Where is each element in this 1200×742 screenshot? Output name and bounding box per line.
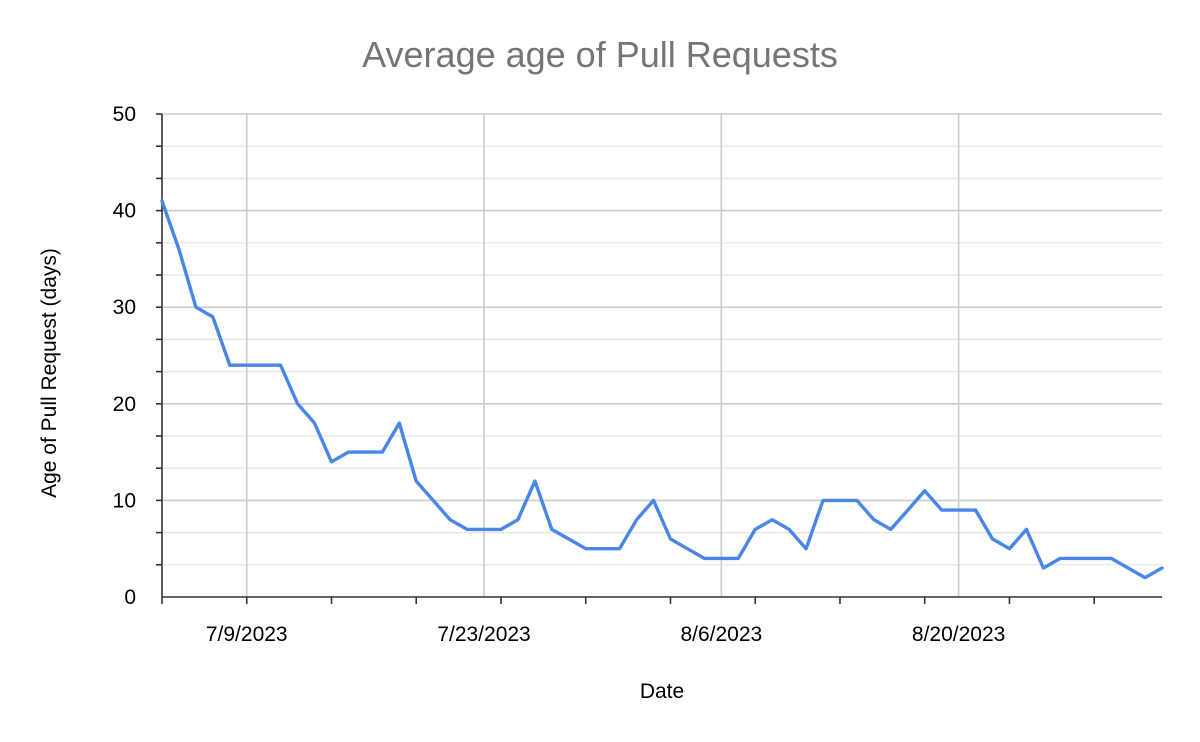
data-point [888, 526, 894, 532]
x-tick-label: 7/9/2023 [206, 623, 288, 646]
data-point [396, 420, 402, 426]
data-point [922, 488, 928, 494]
y-tick-label: 50 [113, 103, 136, 126]
x-tick-label: 8/6/2023 [680, 623, 762, 646]
data-point [1108, 555, 1114, 561]
data-point [481, 526, 487, 532]
y-axis-tick-labels: 0 10 20 30 40 50 [113, 103, 136, 609]
series-group [159, 198, 1165, 581]
data-point [345, 449, 351, 455]
data-point [328, 459, 334, 465]
data-point [193, 304, 199, 310]
data-point [176, 246, 182, 252]
data-point [684, 546, 690, 552]
data-point [362, 449, 368, 455]
data-point [515, 517, 521, 523]
data-point [651, 497, 657, 503]
y-tick-label: 30 [113, 296, 136, 319]
data-point [939, 507, 945, 513]
data-point [820, 497, 826, 503]
data-point [735, 555, 741, 561]
y-tick-label: 40 [113, 200, 136, 223]
data-point [447, 517, 453, 523]
data-point [295, 401, 301, 407]
data-point [667, 536, 673, 542]
data-point [718, 555, 724, 561]
data-point [532, 478, 538, 484]
data-point [854, 497, 860, 503]
x-tick-label: 7/23/2023 [437, 623, 530, 646]
data-point [549, 526, 555, 532]
data-point [752, 526, 758, 532]
data-point [227, 362, 233, 368]
data-point [871, 517, 877, 523]
data-point [600, 546, 606, 552]
data-point [1125, 565, 1131, 571]
data-point [312, 420, 318, 426]
y-tick-label: 10 [113, 489, 136, 512]
y-axis-title: Age of Pull Request (days) [38, 248, 61, 498]
x-axis-tick-labels: 7/9/2023 7/23/2023 8/6/2023 8/20/2023 [206, 623, 1005, 646]
data-point [1023, 526, 1029, 532]
data-point [244, 362, 250, 368]
data-point [634, 517, 640, 523]
data-point [990, 536, 996, 542]
data-point [1142, 575, 1148, 581]
data-point [159, 198, 165, 204]
data-point [1057, 555, 1063, 561]
data-point [956, 507, 962, 513]
data-point [973, 507, 979, 513]
data-point [210, 314, 216, 320]
data-point [617, 546, 623, 552]
y-tick-label: 0 [124, 586, 136, 609]
data-point [464, 526, 470, 532]
data-point [498, 526, 504, 532]
data-point [583, 546, 589, 552]
data-point [379, 449, 385, 455]
y-tick-label: 20 [113, 393, 136, 416]
data-point [278, 362, 284, 368]
data-point [1040, 565, 1046, 571]
data-point [1159, 565, 1165, 571]
data-point [769, 517, 775, 523]
data-point [837, 497, 843, 503]
data-point [1091, 555, 1097, 561]
data-point [1006, 546, 1012, 552]
gridlines [162, 113, 1162, 597]
data-point [261, 362, 267, 368]
chart-title: Average age of Pull Requests [362, 34, 838, 75]
data-point [430, 497, 436, 503]
data-point [413, 478, 419, 484]
x-tick-label: 8/20/2023 [912, 623, 1005, 646]
x-axis-title: Date [640, 680, 684, 703]
data-point [701, 555, 707, 561]
data-point [566, 536, 572, 542]
series-line [160, 199, 1164, 580]
axes [156, 113, 1162, 604]
data-point [803, 546, 809, 552]
data-point [1074, 555, 1080, 561]
data-point [905, 507, 911, 513]
data-point [786, 526, 792, 532]
